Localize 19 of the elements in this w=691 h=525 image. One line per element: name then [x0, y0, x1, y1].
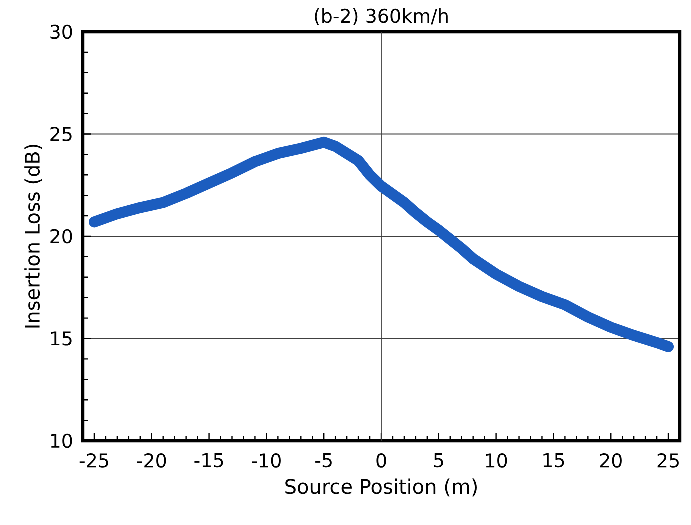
x-tick-label: -10: [252, 454, 281, 468]
x-tick-label: -15: [194, 454, 224, 468]
x-tick-label: -25: [80, 454, 108, 468]
x-tick-label: 20: [600, 454, 622, 468]
x-tick-label: 25: [658, 454, 679, 468]
x-tick-label: 5: [434, 454, 444, 468]
y-tick-label: 15: [51, 332, 72, 346]
y-tick-label: 25: [50, 127, 72, 142]
x-tick-label: 15: [544, 454, 564, 468]
x-tick-label: -20: [137, 454, 166, 468]
x-tick-label: 0: [376, 454, 386, 468]
x-tick-label: -5: [316, 454, 332, 468]
y-tick-label: 20: [50, 229, 72, 244]
y-tick-label: 30: [50, 24, 72, 40]
chart-title: (b-2) 360km/h: [315, 8, 448, 26]
x-tick-label: 10: [486, 454, 508, 468]
x-axis-title: Source Position (m): [286, 478, 477, 497]
y-axis-title: Insertion Loss (dB): [24, 144, 42, 328]
y-tick-label: 10: [51, 434, 72, 448]
